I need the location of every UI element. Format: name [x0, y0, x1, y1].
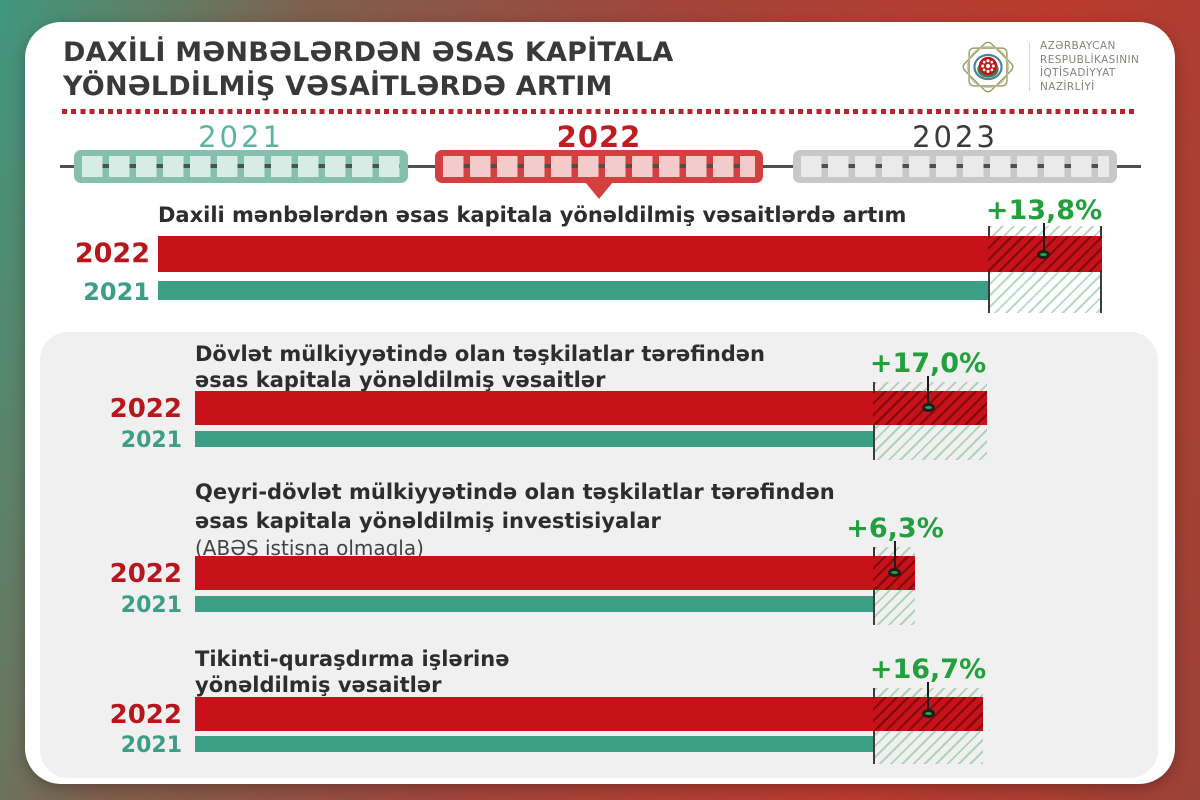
ministry-name-line: RESPUBLİKASININ	[1040, 53, 1140, 66]
chart3-label-2021: 2021	[120, 593, 182, 618]
chart2-label-2022: 2022	[109, 394, 182, 424]
page-title: DAXİLİ MƏNBƏLƏRDƏN ƏSAS KAPİTALA YÖNƏLDİ…	[63, 36, 673, 104]
timeline-strip-segments	[82, 156, 400, 177]
logo-divider	[1029, 43, 1030, 91]
ministry-name-line: AZƏRBAYCAN	[1040, 40, 1116, 52]
timeline-strip-segments	[443, 156, 755, 177]
chart2-title-line2: əsas kapitala yönəldilmiş vəsaitlər	[195, 368, 606, 392]
timeline-strip-2021	[74, 150, 408, 183]
chart2-bar-2022	[195, 391, 987, 425]
chart1-label-2021: 2021	[83, 278, 150, 306]
chart2-bar-2021	[195, 431, 873, 447]
chart4-label-2022: 2022	[109, 700, 182, 730]
chart3-title-line1: Qeyri-dövlət mülkiyyətində olan təşkilat…	[195, 480, 835, 504]
page-title-line2: YÖNƏLDİLMİŞ VƏSAİTLƏRDƏ ARTIM	[63, 71, 613, 102]
ministry-name: AZƏRBAYCAN RESPUBLİKASININ İQTİSADİYYAT …	[1040, 40, 1139, 94]
ministry-emblem-icon	[962, 41, 1014, 93]
chart4-title-line1: Tikinti-quraşdırma işlərinə	[195, 647, 510, 671]
chart3-bar-2021	[195, 596, 873, 612]
chart3-growth-value: +6,3%	[846, 513, 944, 544]
chart1-bar-2021	[158, 281, 988, 300]
chart4-label-2021: 2021	[120, 733, 182, 758]
page-title-line1: DAXİLİ MƏNBƏLƏRDƏN ƏSAS KAPİTALA	[63, 37, 674, 68]
chart3-growth-marker-dot	[888, 568, 901, 577]
chart1-growth-marker-dot	[1037, 250, 1050, 259]
chart3-label-2022: 2022	[109, 559, 182, 589]
chart2-growth-marker-dot	[922, 403, 935, 412]
timeline-year-2023: 2023	[912, 120, 998, 154]
ministry-logo: AZƏRBAYCAN RESPUBLİKASININ İQTİSADİYYAT …	[957, 36, 1139, 98]
chart4-callout-line	[927, 682, 929, 710]
chart4-title-line2: yönəldilmiş vəsaitlər	[195, 673, 442, 697]
chart2-growth-value: +17,0%	[869, 348, 987, 379]
timeline-year-2022: 2022	[556, 120, 642, 154]
chart4-bar-2021	[195, 736, 873, 752]
chart4-growth-marker-dot	[922, 709, 935, 718]
timeline-pointer-2022-icon	[585, 182, 613, 199]
chart2-callout-line	[927, 376, 929, 406]
ministry-name-line: İQTİSADİYYAT	[1040, 67, 1116, 79]
ministry-name-line: NAZİRLİYİ	[1040, 80, 1095, 93]
dotted-divider	[62, 109, 1138, 114]
chart4-growth-value: +16,7%	[869, 654, 987, 685]
timeline-strip-2023	[793, 150, 1117, 183]
chart3-title-line2: əsas kapitala yönəldilmiş investisiyalar	[195, 509, 661, 533]
timeline-strip-segments	[801, 156, 1109, 177]
chart1-callout-line	[1043, 223, 1045, 251]
chart1-bar-2022	[158, 236, 1102, 272]
timeline-year-2021: 2021	[198, 120, 284, 154]
chart3-callout-line	[894, 541, 896, 569]
chart1-label-2022: 2022	[74, 238, 150, 269]
chart2-title-line1: Dövlət mülkiyyətində olan təşkilatlar tə…	[195, 342, 765, 366]
chart2-label-2021: 2021	[120, 428, 182, 453]
chart1-growth-value: +13,8%	[985, 195, 1103, 226]
infographic-card: DAXİLİ MƏNBƏLƏRDƏN ƏSAS KAPİTALA YÖNƏLDİ…	[25, 22, 1175, 784]
chart4-bar-2022	[195, 697, 983, 731]
chart1-title: Daxili mənbələrdən əsas kapitala yönəldi…	[158, 203, 907, 227]
timeline-strip-2022	[435, 150, 763, 183]
chart3-bar-2022	[195, 556, 915, 590]
